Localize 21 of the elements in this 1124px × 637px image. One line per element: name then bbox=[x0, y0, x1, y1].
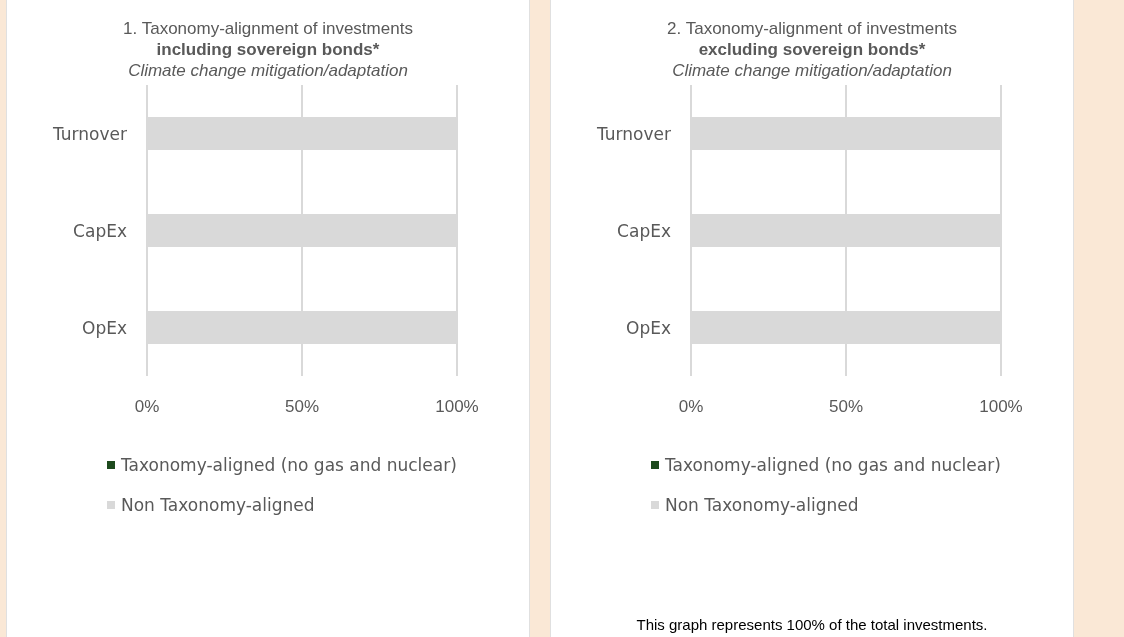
y-tick-label: CapEx bbox=[73, 220, 127, 241]
x-tick-label: 50% bbox=[284, 397, 320, 417]
legend-label: Non Taxonomy-aligned bbox=[121, 495, 315, 515]
chart-title: 1. Taxonomy-alignment of investments including sovereign bonds* bbox=[122, 18, 414, 60]
y-tick-label: OpEx bbox=[82, 317, 127, 338]
x-tick-label: 0% bbox=[678, 397, 704, 417]
legend-label: Taxonomy-aligned (no gas and nuclear) bbox=[665, 455, 1001, 475]
y-tick-label: Turnover bbox=[596, 123, 672, 144]
x-tick-label: 0% bbox=[134, 397, 160, 417]
x-tick-label: 50% bbox=[828, 397, 864, 417]
legend-label: Non Taxonomy-aligned bbox=[665, 495, 859, 515]
chart-title: 2. Taxonomy-alignment of investments excluding sovereign bonds* bbox=[666, 18, 958, 60]
text: This graph represents 100% of the total investments. bbox=[635, 616, 989, 633]
x-tick-label: 100% bbox=[435, 397, 479, 417]
y-tick-label: CapEx bbox=[617, 220, 671, 241]
chart-subtitle: Climate change mitigation/adaptation bbox=[127, 60, 409, 81]
legend-label: Taxonomy-aligned (no gas and nuclear) bbox=[121, 455, 457, 475]
x-tick-label: 100% bbox=[979, 397, 1023, 417]
y-tick-label: OpEx bbox=[626, 317, 671, 338]
chart-subtitle: Climate change mitigation/adaptation bbox=[671, 60, 953, 81]
y-tick-label: Turnover bbox=[52, 123, 128, 144]
